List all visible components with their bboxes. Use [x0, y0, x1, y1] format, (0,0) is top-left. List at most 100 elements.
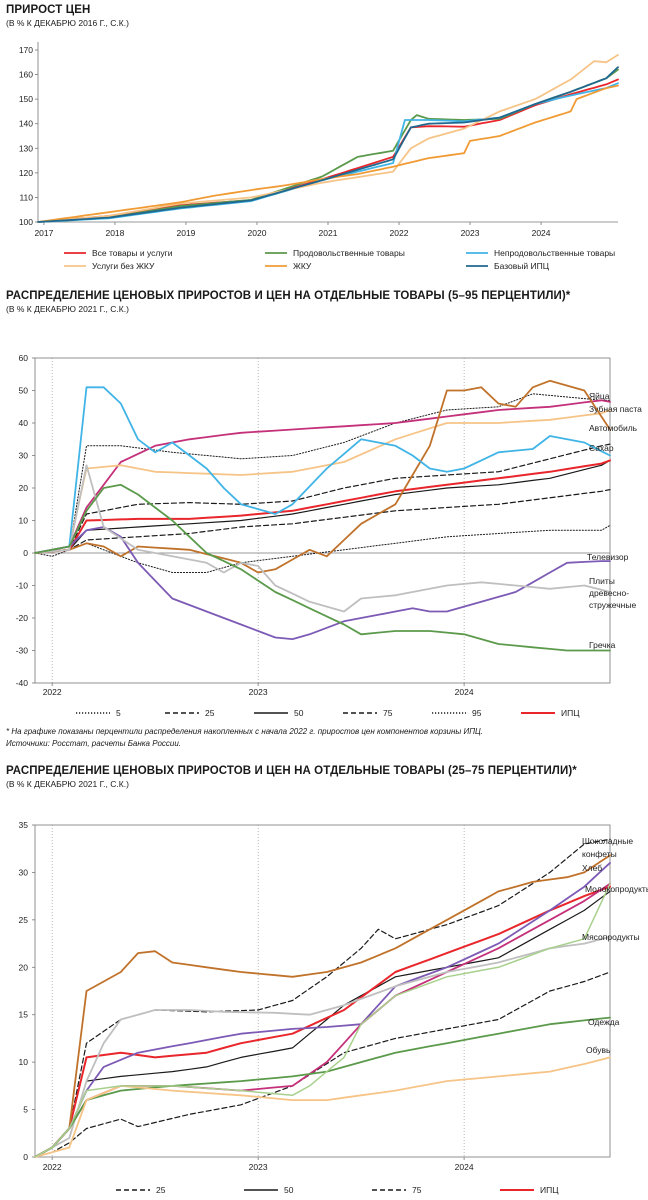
series-line-75 [34, 443, 611, 554]
chart-2-subtitle: (В % К ДЕКАБРЮ 2021 Г., С.К.) [6, 304, 129, 314]
chart-2-svg: -40 -30 -20 -10 0 10 20 30 40 50 60 2022 2023 2024 5 25… [16, 353, 642, 718]
chart-2-footnote: * На графике показаны перцентили распред… [6, 727, 484, 736]
annotations: Яйца Зубная паста Автомобиль Сахар Телевизор… [587, 391, 642, 650]
y-tick-label: 150 [19, 94, 33, 104]
annotation-телевизор: Телевизор [587, 552, 629, 562]
axes: 0 5 10 15 20 25 30 35 2022 2023 2024 [19, 820, 611, 1172]
legend: 25 50 75 ИПЦ [116, 1185, 559, 1195]
series-lines [37, 54, 619, 223]
legend-label-непродовольственные-товары: Непродовольственные товары [494, 248, 615, 258]
y-tick-label: 30 [19, 867, 29, 877]
y-tick-label: 170 [19, 45, 33, 55]
annotation-молокопродукты: Молокопродукты [585, 884, 648, 894]
series-line-плиты-древесно-стружечные [34, 464, 611, 613]
y-tick-label: 15 [19, 1010, 29, 1020]
series-line-50 [34, 890, 611, 1158]
legend-label-25: 25 [205, 708, 215, 718]
y-tick-label: -40 [16, 678, 29, 688]
y-tick-label: 30 [19, 451, 29, 461]
legend: Все товары и услуги Продовольственные тов… [64, 248, 615, 271]
series-line-яйца [34, 399, 611, 554]
legend: 5 25 50 75 95 ИПЦ [76, 708, 580, 718]
y-tick-label: 140 [19, 119, 33, 129]
series-line-обувь [34, 1056, 611, 1158]
x-tick-label: 2022 [390, 228, 409, 238]
y-tick-label: 40 [19, 418, 29, 428]
annotation-одежда: Одежда [588, 1017, 620, 1027]
legend-label-5: 5 [116, 708, 121, 718]
y-tick-label: 20 [19, 483, 29, 493]
annotation-гречка: Гречка [589, 640, 616, 650]
annotation-автомобиль: Автомобиль [589, 423, 638, 433]
series-line-автомобиль [34, 379, 611, 574]
chart-1-subtitle: (В % К ДЕКАБРЮ 2016 Г., С.К.) [6, 18, 129, 28]
annotation-стружечные: стружечные [589, 600, 636, 610]
chart-1-svg: 100 110 120 130 140 150 160 170 2017 2018 2019 2020… [19, 42, 619, 271]
annotation-обувь: Обувь [586, 1045, 611, 1055]
annotation-шоколадные: Шоколадные [582, 836, 633, 846]
series-line-хлеб [34, 862, 611, 1158]
y-tick-label: 50 [19, 386, 29, 396]
series-line-75 [34, 838, 611, 1158]
y-tick-label: 110 [19, 192, 33, 202]
series-lines [34, 838, 611, 1158]
y-tick-label: 35 [19, 820, 29, 830]
x-tick-label: 2023 [461, 228, 480, 238]
y-tick-label: 160 [19, 70, 33, 80]
legend-label-ипц: ИПЦ [540, 1185, 559, 1195]
chart-3-title: РАСПРЕДЕЛЕНИЕ ЦЕНОВЫХ ПРИРОСТОВ И ЦЕН НА… [6, 765, 577, 777]
legend-label-ипц: ИПЦ [561, 708, 580, 718]
y-tick-label: 0 [23, 1152, 28, 1162]
x-tick-label: 2024 [532, 228, 551, 238]
legend-label-75: 75 [412, 1185, 422, 1195]
series-line-одежда [34, 1016, 611, 1158]
y-tick-label: -20 [16, 613, 29, 623]
chart-2-title: РАСПРЕДЕЛЕНИЕ ЦЕНОВЫХ ПРИРОСТОВ И ЦЕН НА… [6, 290, 571, 302]
x-tick-label: 2024 [455, 687, 474, 697]
y-tick-label: 20 [19, 962, 29, 972]
legend-label-50: 50 [284, 1185, 294, 1195]
y-tick-label: -30 [16, 646, 29, 656]
series-line-шоколадные-конфеты [34, 854, 611, 1158]
x-tick-label: 2023 [249, 687, 268, 697]
series-line-25 [34, 971, 611, 1158]
legend-label-жку: ЖКУ [293, 261, 312, 271]
y-tick-label: 10 [19, 516, 29, 526]
y-tick-label: 0 [23, 548, 28, 558]
chart-2-source: Источники: Росстат, расчеты Банка России… [6, 739, 182, 748]
annotation-мясопродукты: Мясопродукты [582, 932, 640, 942]
plot-frame [34, 824, 611, 1158]
legend-label-25: 25 [156, 1185, 166, 1195]
series-line-50 [34, 459, 611, 554]
series-line-телевизор [34, 526, 611, 640]
y-tick-label: 5 [23, 1105, 28, 1115]
x-tick-label: 2017 [34, 228, 53, 238]
y-tick-label: -10 [16, 581, 29, 591]
legend-label-услуги-без-жку: Услуги без ЖКУ [92, 261, 155, 271]
annotation-древесно: древесно- [589, 588, 629, 598]
legend-label-75: 75 [383, 708, 393, 718]
series-line-unlabeled [34, 883, 611, 1158]
legend-label-продовольственные-товары: Продовольственные товары [293, 248, 405, 258]
chart-1-title: ПРИРОСТ ЦЕН [6, 4, 91, 16]
series-lines [34, 379, 611, 652]
annotations: Шоколадные конфеты Хлеб Молокопродукты Мясоп… [582, 836, 648, 1055]
y-tick-label: 100 [19, 217, 33, 227]
axes: 100 110 120 130 140 150 160 170 2017 2018 2019 2020… [19, 42, 618, 238]
annotation-плиты: Плиты [589, 576, 615, 586]
series-line-ипц [34, 459, 611, 554]
series-line-зубная-паста [34, 409, 611, 554]
annotation-сахар: Сахар [589, 443, 614, 453]
series-line-мясопродукты [34, 936, 611, 1158]
x-tick-label: 2022 [43, 687, 62, 697]
legend-label-все-товары-и-услуги: Все товары и услуги [92, 248, 173, 258]
x-tick-label: 2019 [176, 228, 195, 238]
chart-3-subtitle: (В % К ДЕКАБРЮ 2021 Г., С.К.) [6, 779, 129, 789]
annotation-яйца: Яйца [589, 391, 610, 401]
series-line-гречка [34, 483, 611, 652]
x-tick-label: 2024 [455, 1162, 474, 1172]
x-tick-label: 2021 [319, 228, 338, 238]
series-line-25 [34, 489, 611, 554]
x-tick-label: 2023 [249, 1162, 268, 1172]
